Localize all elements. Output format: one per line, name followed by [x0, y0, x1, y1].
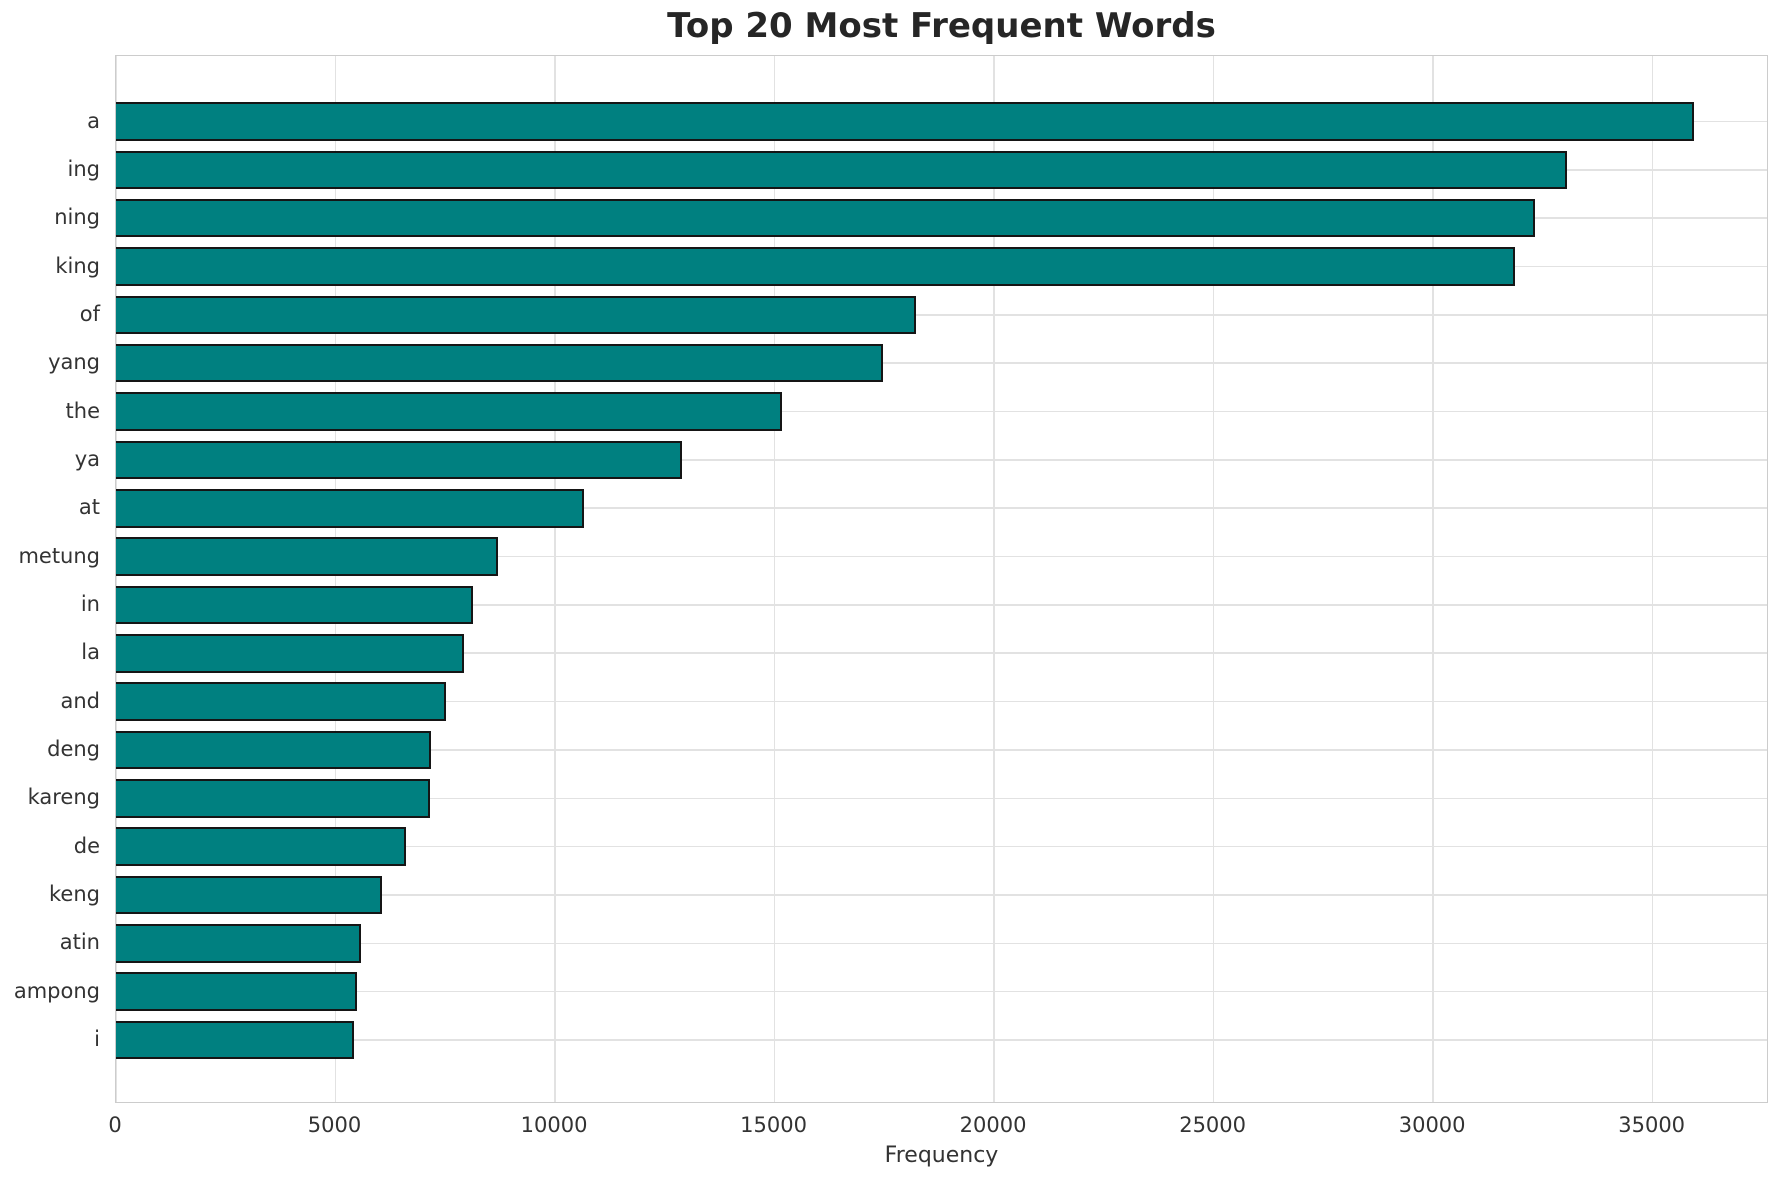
- y-tick-label: yang: [48, 350, 100, 375]
- chart-title: Top 20 Most Frequent Words: [667, 6, 1216, 46]
- bar-de: [116, 827, 406, 866]
- x-tick-label: 35000: [1618, 1113, 1686, 1137]
- bar-i: [116, 1020, 354, 1060]
- bar-metung: [116, 537, 498, 576]
- bar-deng: [116, 730, 432, 770]
- vertical-gridline: [773, 56, 776, 1102]
- y-tick-label: in: [80, 591, 100, 616]
- vertical-gridline: [554, 56, 556, 1102]
- bar-a: [116, 102, 1695, 141]
- x-tick-label: 15000: [740, 1113, 807, 1137]
- y-tick-label: atin: [59, 930, 100, 955]
- x-tick-label: 10000: [520, 1113, 588, 1137]
- y-tick-label: a: [87, 108, 100, 133]
- y-tick-label: and: [60, 688, 100, 713]
- y-tick-label: ampong: [13, 978, 100, 1003]
- horizontal-gridline: [116, 700, 1767, 703]
- x-tick-label: 20000: [959, 1113, 1027, 1137]
- horizontal-gridline: [116, 555, 1767, 558]
- horizontal-gridline: [116, 1039, 1767, 1041]
- horizontal-gridline: [116, 604, 1767, 606]
- x-tick-label: 25000: [1179, 1113, 1247, 1137]
- vertical-gridline: [1432, 56, 1434, 1102]
- bar-atin: [116, 923, 361, 963]
- x-tick-label: 0: [108, 1113, 122, 1137]
- vertical-gridline: [1651, 56, 1654, 1102]
- horizontal-gridline: [116, 314, 1767, 316]
- vertical-gridline: [1212, 56, 1215, 1102]
- y-tick-label: metung: [18, 543, 100, 568]
- horizontal-gridline: [116, 797, 1767, 799]
- horizontal-gridline: [116, 459, 1767, 461]
- bar-ya: [116, 440, 682, 480]
- y-tick-label: la: [81, 640, 100, 665]
- bar-la: [116, 633, 464, 673]
- vertical-gridline: [116, 56, 117, 1102]
- y-tick-label: the: [65, 398, 100, 423]
- horizontal-gridline: [116, 942, 1767, 945]
- bar-ning: [116, 198, 1535, 238]
- vertical-gridline: [334, 56, 337, 1102]
- y-tick-label: at: [78, 495, 100, 520]
- bar-and: [116, 682, 446, 721]
- horizontal-gridline: [116, 845, 1767, 848]
- y-tick-label: de: [73, 833, 100, 858]
- plot-area: [115, 55, 1768, 1103]
- bar-ing: [116, 150, 1568, 190]
- bar-at: [116, 488, 585, 528]
- x-tick-label: 30000: [1398, 1113, 1466, 1137]
- x-axis-label: Frequency: [884, 1143, 999, 1168]
- horizontal-gridline: [116, 652, 1767, 654]
- y-tick-label: of: [79, 301, 100, 326]
- y-tick-label: deng: [47, 736, 100, 761]
- horizontal-gridline: [116, 410, 1767, 413]
- bar-keng: [116, 875, 382, 915]
- y-tick-label: ning: [54, 205, 100, 230]
- horizontal-gridline: [116, 507, 1767, 509]
- x-tick-label: 5000: [307, 1113, 362, 1137]
- vertical-gridline: [993, 56, 995, 1102]
- bar-the: [116, 392, 782, 431]
- horizontal-gridline: [116, 990, 1767, 993]
- bar-of: [116, 295, 917, 335]
- y-tick-label: keng: [49, 881, 100, 906]
- bar-yang: [116, 343, 883, 383]
- y-tick-label: king: [55, 253, 100, 278]
- horizontal-gridline: [116, 894, 1767, 896]
- horizontal-gridline: [116, 362, 1767, 364]
- y-tick-label: ya: [74, 446, 100, 471]
- horizontal-gridline: [116, 749, 1767, 751]
- y-tick-label: i: [94, 1026, 100, 1051]
- y-tick-label: kareng: [27, 785, 100, 810]
- y-tick-label: ing: [67, 156, 100, 181]
- bar-ampong: [116, 972, 357, 1011]
- bar-in: [116, 585, 473, 625]
- bar-king: [116, 247, 1515, 286]
- bar-kareng: [116, 778, 431, 818]
